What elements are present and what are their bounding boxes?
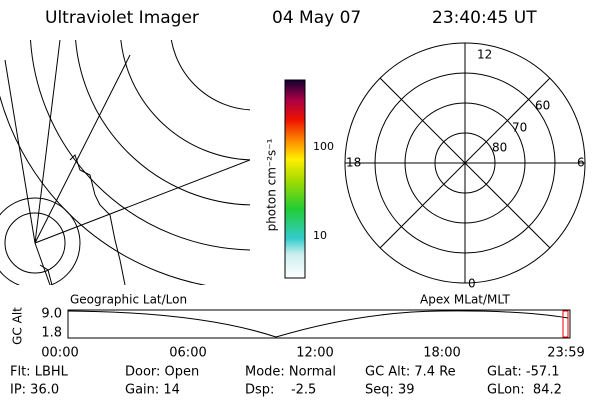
map [0,40,250,285]
orbit-x-tick: 00:00 [41,346,78,361]
colorbar-tick: 10 [313,229,327,242]
info: Dsp: -2.5 [245,383,316,398]
orbit-x-tick: 23:59 [547,346,584,361]
info: GC Alt: 7.4 Re [365,365,456,380]
orbit-x-tick: 18:00 [423,346,460,361]
orbit-curve [67,310,569,338]
title: Ultraviolet Imager [45,8,199,28]
mlt-label: 18 [346,156,361,170]
orbit-y-label: GC Alt [11,307,25,345]
orbit-right-label: Apex MLat/MLT [420,293,510,307]
info: Gain: 14 [125,383,180,398]
time-marker [562,310,569,338]
lat-label: 80 [492,141,507,155]
orbit-y-tick: 9.0 [41,307,62,322]
colorbar [284,79,306,279]
info: IP: 36.0 [10,383,59,398]
orbit-left-label: Geographic Lat/Lon [70,293,187,307]
lat-label: 70 [512,121,527,135]
lat-label: 60 [535,99,550,113]
info: Door: Open [125,365,199,380]
info: Seq: 39 [365,383,415,398]
info: GLon: 84.2 [487,383,562,398]
info: GLat: -57.1 [487,365,560,380]
time: 23:40:45 UT [432,8,537,28]
mlt-label: 12 [477,48,492,62]
date: 04 May 07 [272,8,361,28]
orbit-x-tick: 12:00 [296,346,333,361]
mlt-label: 6 [577,156,585,170]
info: Mode: Normal [245,365,336,380]
orbit-y-tick: 1.8 [41,326,62,341]
colorbar-unit: photon cm⁻²s⁻¹ [265,138,279,231]
info: Flt: LBHL [10,365,69,380]
orbit-x-tick: 06:00 [169,346,206,361]
polar-grid [344,42,586,284]
orbit-frame [67,309,571,339]
mlt-label: 0 [468,277,476,291]
colorbar-tick: 100 [313,140,334,153]
